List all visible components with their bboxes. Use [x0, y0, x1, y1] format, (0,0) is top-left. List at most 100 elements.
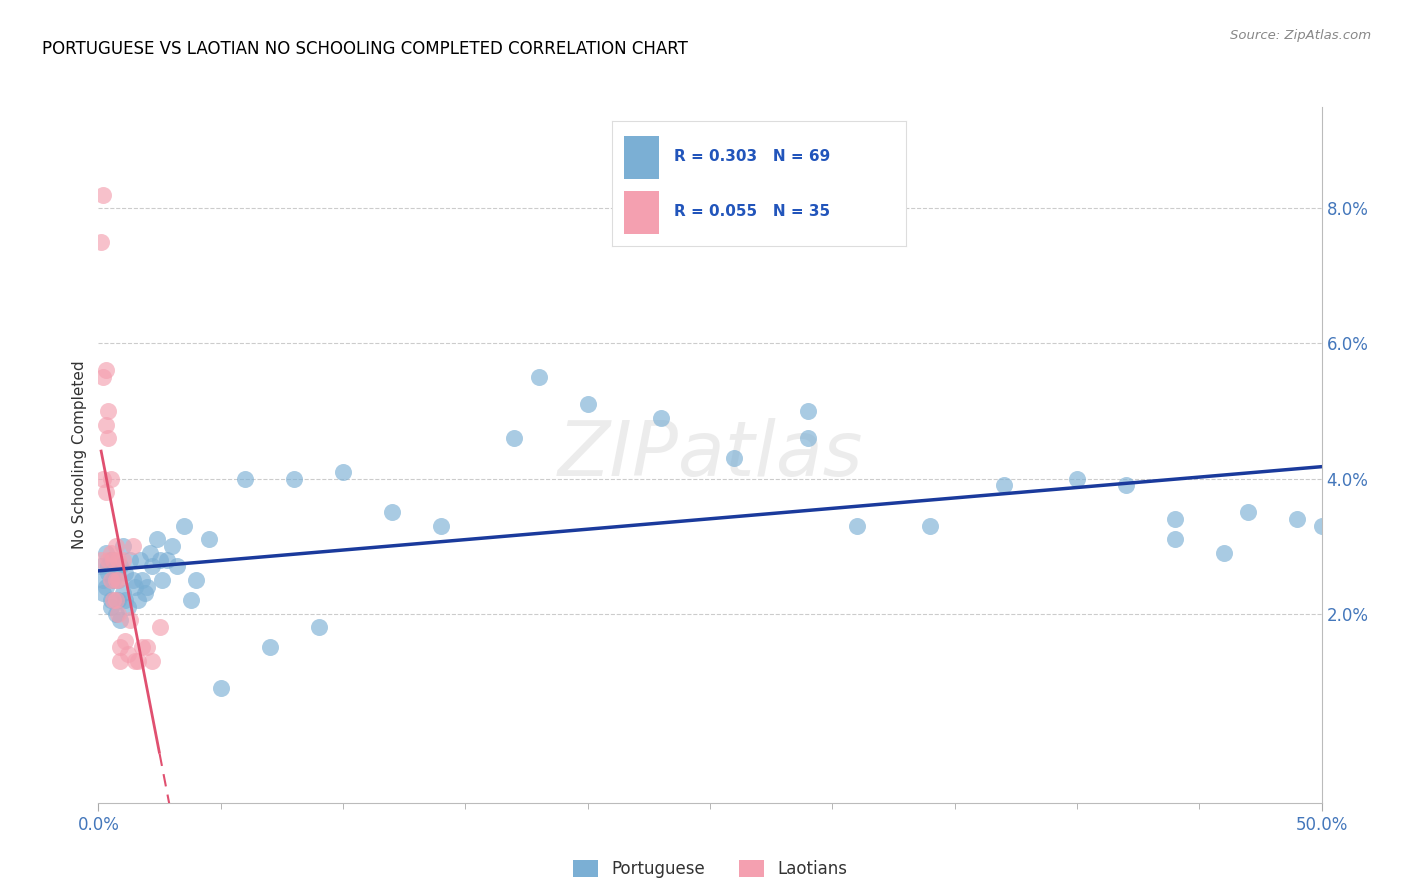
- Text: ZIPatlas: ZIPatlas: [557, 418, 863, 491]
- Point: [650, 410, 672, 425]
- Point: [129, 552, 152, 566]
- Point: [117, 647, 139, 661]
- Point: [149, 620, 172, 634]
- Point: [110, 640, 132, 655]
- Point: [104, 593, 127, 607]
- Point: [283, 472, 305, 486]
- Point: [94, 417, 117, 432]
- Point: [94, 580, 117, 594]
- Point: [141, 559, 163, 574]
- Point: [100, 573, 122, 587]
- Point: [308, 620, 330, 634]
- Point: [503, 431, 526, 445]
- Point: [111, 539, 134, 553]
- Point: [120, 552, 142, 566]
- Point: [107, 552, 129, 566]
- Point: [920, 519, 942, 533]
- Point: [107, 607, 129, 621]
- Point: [430, 519, 453, 533]
- Point: [97, 559, 120, 574]
- Point: [114, 593, 136, 607]
- Point: [1310, 519, 1333, 533]
- Point: [107, 573, 129, 587]
- Point: [156, 552, 179, 566]
- Point: [1164, 512, 1187, 526]
- Point: [90, 552, 112, 566]
- Point: [166, 559, 188, 574]
- Point: [209, 681, 232, 695]
- Point: [993, 478, 1015, 492]
- Point: [1237, 505, 1260, 519]
- Point: [381, 505, 404, 519]
- Point: [91, 370, 114, 384]
- Point: [259, 640, 281, 655]
- Point: [114, 566, 136, 581]
- Legend: Portuguese, Laotians: Portuguese, Laotians: [567, 854, 853, 885]
- Point: [186, 573, 208, 587]
- Point: [94, 363, 117, 377]
- Point: [104, 566, 127, 581]
- Point: [845, 519, 868, 533]
- Point: [104, 539, 127, 553]
- Point: [131, 640, 153, 655]
- Point: [1286, 512, 1309, 526]
- Point: [97, 431, 120, 445]
- Point: [146, 533, 169, 547]
- Point: [104, 573, 127, 587]
- Point: [1212, 546, 1234, 560]
- Point: [91, 573, 114, 587]
- Point: [149, 552, 172, 566]
- Point: [101, 552, 124, 566]
- Point: [141, 654, 163, 668]
- Point: [173, 519, 195, 533]
- Point: [134, 586, 156, 600]
- Point: [110, 559, 132, 574]
- Point: [94, 546, 117, 560]
- Point: [100, 593, 122, 607]
- Point: [121, 573, 143, 587]
- Point: [101, 593, 124, 607]
- Text: Source: ZipAtlas.com: Source: ZipAtlas.com: [1230, 29, 1371, 42]
- Point: [111, 586, 134, 600]
- Point: [124, 654, 146, 668]
- Point: [91, 586, 114, 600]
- Point: [233, 472, 256, 486]
- Point: [136, 580, 159, 594]
- Point: [160, 539, 183, 553]
- Point: [121, 539, 143, 553]
- Point: [90, 559, 112, 574]
- Point: [107, 573, 129, 587]
- Point: [1066, 472, 1088, 486]
- Point: [104, 607, 127, 621]
- Point: [117, 599, 139, 614]
- Point: [94, 485, 117, 500]
- Point: [111, 552, 134, 566]
- Point: [797, 431, 820, 445]
- Point: [139, 546, 162, 560]
- Point: [120, 614, 142, 628]
- Point: [797, 404, 820, 418]
- Point: [114, 633, 136, 648]
- Point: [90, 235, 112, 249]
- Point: [97, 566, 120, 581]
- Point: [107, 593, 129, 607]
- Point: [110, 614, 132, 628]
- Point: [332, 465, 354, 479]
- Point: [1115, 478, 1137, 492]
- Point: [97, 552, 120, 566]
- Point: [1164, 533, 1187, 547]
- Point: [91, 472, 114, 486]
- Y-axis label: No Schooling Completed: No Schooling Completed: [72, 360, 87, 549]
- Point: [576, 397, 599, 411]
- Text: PORTUGUESE VS LAOTIAN NO SCHOOLING COMPLETED CORRELATION CHART: PORTUGUESE VS LAOTIAN NO SCHOOLING COMPL…: [42, 40, 688, 58]
- Point: [127, 654, 149, 668]
- Point: [197, 533, 219, 547]
- Point: [100, 546, 122, 560]
- Point: [150, 573, 173, 587]
- Point: [101, 573, 124, 587]
- Point: [101, 552, 124, 566]
- Point: [97, 404, 120, 418]
- Point: [124, 580, 146, 594]
- Point: [131, 573, 153, 587]
- Point: [723, 451, 745, 466]
